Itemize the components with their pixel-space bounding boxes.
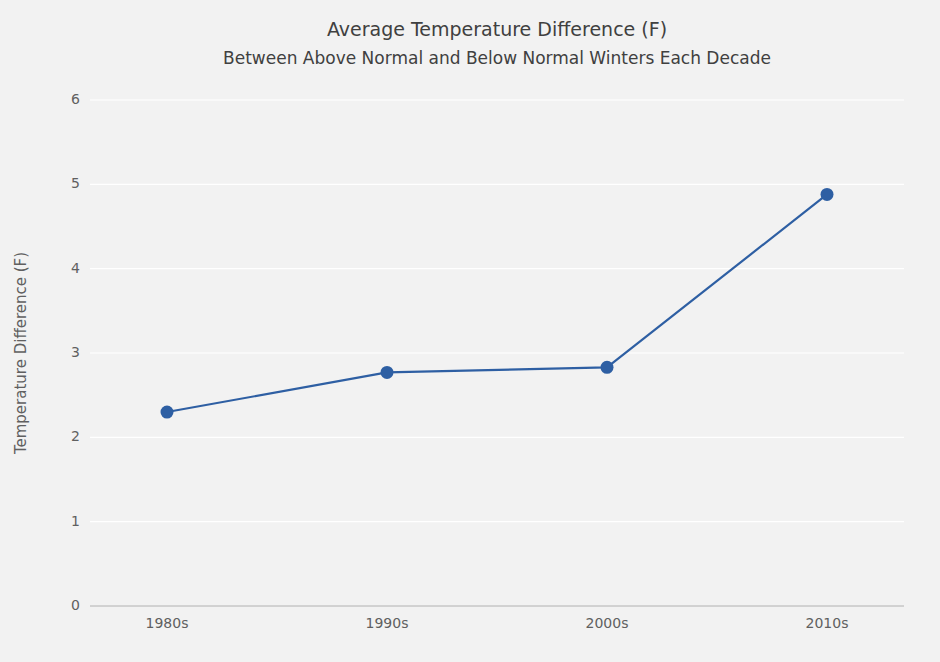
data-marker [821,188,834,201]
data-marker [161,406,174,419]
chart-title: Average Temperature Difference (F) [327,18,667,40]
grid-line [90,268,904,269]
grid-line [90,352,904,353]
data-line [167,194,827,412]
y-tick-label: 3 [71,344,80,360]
grid-line [90,99,904,100]
x-tick-label: 1980s [146,615,189,631]
grid-line [90,437,904,438]
grid-line [90,605,904,606]
x-axis-line [90,606,904,607]
background [0,0,940,662]
data-marker [381,366,394,379]
data-marker [601,361,614,374]
x-tick-label: 1990s [366,615,409,631]
chart-container: Average Temperature Difference (F) Betwee… [0,0,940,662]
page: {"chart_data": {"type": "line", "title":… [0,0,940,662]
y-tick-label: 1 [71,513,80,529]
grid-line [90,521,904,522]
x-tick-label: 2000s [586,615,629,631]
y-tick-label: 6 [71,91,80,107]
chart-subtitle: Between Above Normal and Below Normal Wi… [223,48,771,68]
grid-line [90,184,904,185]
y-tick-label: 4 [71,260,80,276]
y-tick-label: 0 [71,597,80,613]
y-axis-label: Temperature Difference (F) [12,252,30,455]
y-tick-label: 5 [71,175,80,191]
grid [90,100,904,606]
data-group [161,188,834,419]
x-tick-label: 2010s [806,615,849,631]
y-tick-label: 2 [71,428,80,444]
chart-svg: Average Temperature Difference (F) Betwee… [0,0,940,662]
